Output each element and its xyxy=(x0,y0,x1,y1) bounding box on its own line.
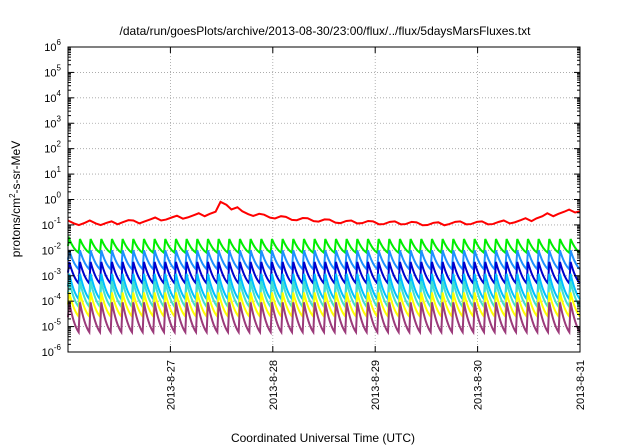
y-tick-label: 10-5 xyxy=(42,318,62,334)
y-tick-base: 10 xyxy=(44,144,56,156)
y-tick-exponent: -5 xyxy=(54,318,62,327)
y-tick-label: 10-4 xyxy=(42,292,62,308)
series-line xyxy=(67,302,581,336)
y-tick-exponent: 2 xyxy=(57,140,62,149)
series-line xyxy=(67,235,581,255)
y-tick-base: 10 xyxy=(44,118,56,130)
y-tick-base: 10 xyxy=(42,220,54,232)
y-tick-exponent: 4 xyxy=(57,89,62,98)
y-tick-label: 10-2 xyxy=(42,241,62,257)
y-axis-label: protons/cm2-s-sr-MeV xyxy=(8,141,23,257)
y-axis-label-prefix: protons/cm xyxy=(9,198,23,257)
y-tick-label: 100 xyxy=(44,191,61,207)
y-tick-label: 10-1 xyxy=(42,216,62,232)
y-axis: 10-610-510-410-310-210-11001011021031041… xyxy=(42,38,580,359)
x-tick-label: 2013-8-27 xyxy=(165,360,177,410)
series-layer xyxy=(67,200,581,336)
y-tick-label: 10-3 xyxy=(42,267,62,283)
y-axis-label-sup: 2 xyxy=(8,193,17,198)
y-tick-exponent: 3 xyxy=(57,114,62,123)
y-tick-label: 105 xyxy=(44,63,61,79)
series-line xyxy=(67,200,581,227)
y-tick-exponent: 0 xyxy=(57,191,62,200)
y-tick-label: 104 xyxy=(44,89,61,105)
x-tick-label: 2013-8-29 xyxy=(370,360,382,410)
y-tick-base: 10 xyxy=(44,67,56,79)
y-tick-base: 10 xyxy=(44,195,56,207)
x-axis: 2013-8-27 2013-8-28 2013-8-29 2013-8-30 2013… xyxy=(165,47,587,410)
y-tick-exponent: -2 xyxy=(54,241,62,250)
y-tick-exponent: 5 xyxy=(57,63,62,72)
chart-title: /data/run/goesPlots/archive/2013-08-30/2… xyxy=(120,24,532,38)
y-tick-base: 10 xyxy=(42,271,54,283)
y-tick-base: 10 xyxy=(42,322,54,334)
y-tick-exponent: 1 xyxy=(57,165,62,174)
y-tick-label: 102 xyxy=(44,140,61,156)
y-tick-base: 10 xyxy=(42,296,54,308)
y-tick-base: 10 xyxy=(44,42,56,54)
y-tick-label: 101 xyxy=(44,165,61,181)
x-tick-label: 2013-8-31 xyxy=(575,360,587,410)
y-axis-label-suffix: -s-sr-MeV xyxy=(9,141,23,194)
y-tick-label: 103 xyxy=(44,114,61,130)
y-tick-label: 106 xyxy=(44,38,61,54)
y-tick-base: 10 xyxy=(44,169,56,181)
y-tick-label: 10-6 xyxy=(42,343,62,359)
y-tick-exponent: -6 xyxy=(54,343,62,352)
y-tick-exponent: -4 xyxy=(54,292,62,301)
x-axis-label: Coordinated Universal Time (UTC) xyxy=(231,431,415,445)
y-tick-exponent: -3 xyxy=(54,267,62,276)
y-tick-base: 10 xyxy=(42,245,54,257)
y-tick-base: 10 xyxy=(42,347,54,359)
y-tick-exponent: -1 xyxy=(54,216,62,225)
x-tick-label: 2013-8-28 xyxy=(268,360,280,410)
y-tick-exponent: 6 xyxy=(57,38,62,47)
x-tick-label: 2013-8-30 xyxy=(473,360,485,410)
y-tick-base: 10 xyxy=(44,93,56,105)
